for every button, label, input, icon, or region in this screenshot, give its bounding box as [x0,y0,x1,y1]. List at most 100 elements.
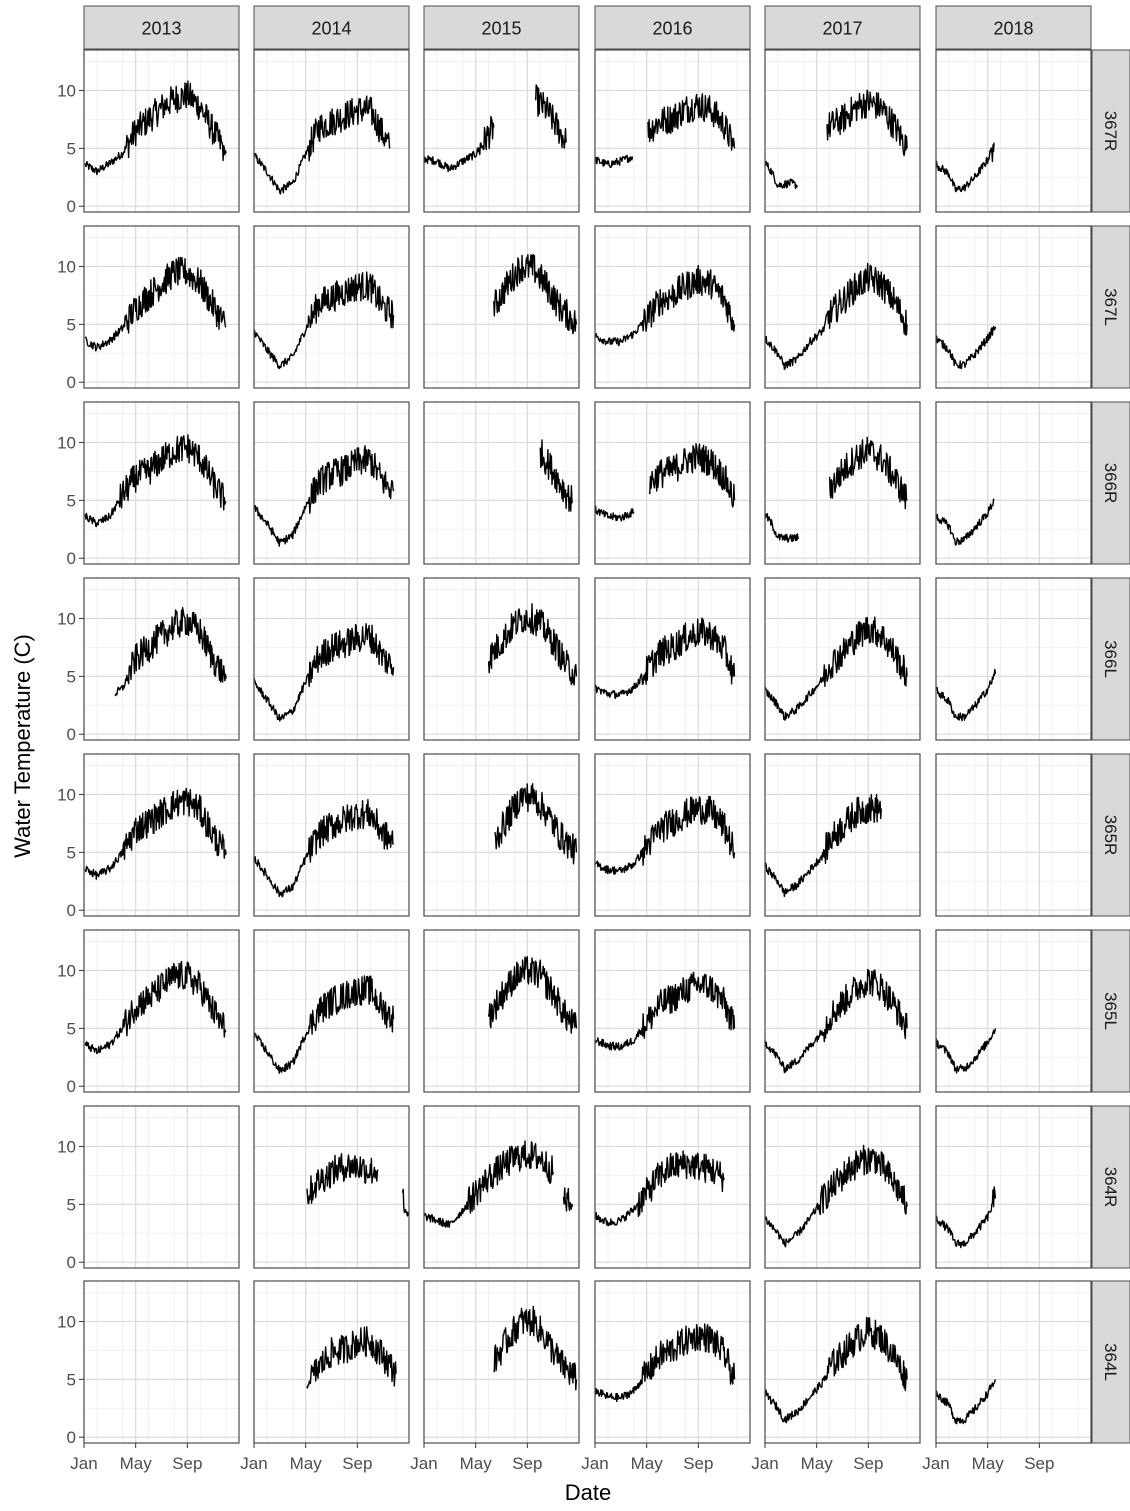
panel-365R-2015 [423,753,580,917]
column-strip-label: 2017 [822,19,862,39]
y-tick-label: 10 [57,434,76,453]
y-tick-label: 10 [57,1313,76,1332]
panel-bg [424,578,579,740]
panel-border [83,401,240,565]
panel-bg [936,50,1091,212]
series-line-365L-2018 [935,1028,997,1074]
row-strip-365R: 365R [1091,753,1130,917]
x-tick-label: May [290,1454,323,1473]
column-strip-bg [764,5,921,50]
y-tick-label: 10 [57,1138,76,1157]
panel-367L-2013 [83,225,240,389]
panel-364R-2018 [935,1105,1092,1269]
x-tick-label: Sep [342,1454,372,1473]
row-strip-label: 365L [1101,992,1120,1030]
x-tick-label: Jan [70,1454,97,1473]
panel-bg [84,50,239,212]
x-tick-label: Sep [853,1454,883,1473]
panel-border [83,225,240,389]
row-strip-label: 364R [1101,1167,1120,1208]
column-strip-2018: 2018 [935,5,1092,50]
panel-border [594,577,751,741]
panel-365R-2018 [935,753,1092,917]
panel-366L-2018 [935,577,1092,741]
x-tick-label: May [972,1454,1005,1473]
y-tick-label: 0 [67,197,76,216]
panel-border [764,225,921,389]
panel-365R-2014 [253,753,410,917]
panel-367R-2015 [423,49,580,213]
series-line-366R-2017 [828,436,908,510]
series-line-366R-2016 [594,505,635,522]
series-line-364R-2014 [401,1188,410,1217]
panel-border [594,1105,751,1269]
panel-367R-2013 [83,49,240,213]
series-line-364R-2014 [306,1153,379,1205]
panel-bg [936,1281,1091,1443]
panels-layer: 2013 2014 2015 2016 2017 2018 367R 367L 366R 366L… [57,5,1130,1473]
x-tick-label: May [120,1454,153,1473]
panel-bg [84,1106,239,1268]
panel-364R-2017 [764,1105,921,1269]
row-strip-366L: 366L [1091,577,1130,741]
panel-365R-2013 [83,753,240,917]
panel-bg [254,578,409,740]
panel-border [83,1105,240,1269]
row-strip-365L: 365L [1091,929,1130,1093]
panel-border [594,753,751,917]
panel-border [253,929,410,1093]
panel-border [253,1105,410,1269]
y-tick-label: 5 [67,843,76,862]
column-strip-bg [253,5,410,50]
panel-border [764,577,921,741]
y-tick-label: 10 [57,258,76,277]
y-tick-label: 5 [67,1019,76,1038]
y-tick-label: 0 [67,1253,76,1272]
panel-366L-2014 [253,577,410,741]
panel-364L-2015 [423,1280,580,1444]
panel-border [594,1280,751,1444]
series-line-364R-2015 [423,1140,554,1228]
series-line-364L-2017 [764,1316,908,1424]
series-line-367L-2018 [935,325,997,370]
series-line-366R-2015 [539,439,574,512]
panel-bg [424,402,579,564]
panel-border [764,1280,921,1444]
row-strip-label: 367L [1101,288,1120,326]
column-strip-bg [83,5,240,50]
column-strip-2014: 2014 [253,5,410,50]
column-strip-label: 2014 [311,19,351,39]
series-line-364L-2014 [306,1326,397,1389]
column-strip-bg [594,5,751,50]
series-line-366L-2014 [253,623,395,722]
panel-border [423,577,580,741]
series-line-365L-2013 [84,960,227,1055]
row-strip-bg [1091,1280,1130,1444]
panel-366R-2017 [764,401,921,565]
panel-border [764,753,921,917]
row-strip-364L: 364L [1091,1280,1130,1444]
panel-365R-2016 [594,753,751,917]
y-tick-label: 5 [67,1370,76,1389]
panel-366R-2015 [423,401,580,565]
row-strip-label: 365R [1101,815,1120,856]
series-line-366L-2015 [487,603,578,686]
y-tick-label: 5 [67,667,76,686]
row-strip-bg [1091,401,1130,565]
panel-366R-2016 [594,401,751,565]
series-line-366R-2017 [764,513,800,543]
series-line-367R-2016 [647,93,736,151]
panel-border [423,1280,580,1444]
x-tick-label: May [801,1454,834,1473]
panel-bg [595,226,750,388]
x-axis-title: Date [565,1480,611,1505]
x-tick-label: Sep [172,1454,202,1473]
panel-border [935,1105,1092,1269]
x-tick-label: Jan [410,1454,437,1473]
y-tick-label: 10 [57,962,76,981]
column-strip-bg [423,5,580,50]
series-line-364R-2016 [594,1150,725,1227]
row-strip-label: 364L [1101,1343,1120,1381]
